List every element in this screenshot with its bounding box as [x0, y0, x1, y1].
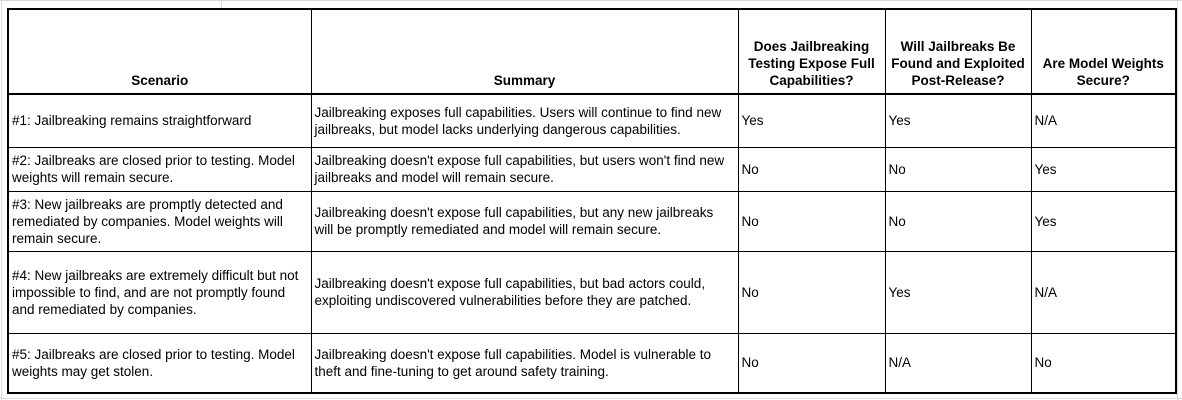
exploited-post-release-cell: Yes [884, 250, 1032, 334]
gridline-bottom [0, 398, 1182, 399]
weights-secure-cell: N/A [1030, 250, 1177, 334]
scenario-cell: #3: New jailbreaks are promptly detected… [7, 190, 312, 252]
summary-cell: Jailbreaking exposes full capabilities. … [310, 93, 739, 148]
scenario-cell: #1: Jailbreaking remains straightforward [7, 93, 312, 148]
column-header-exploited-post-release: Will Jailbreaks Be Found and Exploited P… [884, 8, 1032, 95]
gridline-column-tick [221, 0, 222, 8]
table-row: #5: Jailbreaks are closed prior to testi… [7, 332, 1177, 394]
weights-secure-cell: Yes [1030, 146, 1177, 192]
gridline-top [0, 0, 1182, 1]
scenario-cell: #4: New jailbreaks are extremely difficu… [7, 250, 312, 334]
table-row: #4: New jailbreaks are extremely difficu… [7, 250, 1177, 334]
column-header-expose-capabilities: Does Jailbreaking Testing Expose Full Ca… [737, 8, 886, 95]
column-header-summary: Summary [310, 8, 739, 95]
expose-capabilities-cell: Yes [737, 93, 886, 148]
weights-secure-cell: Yes [1030, 190, 1177, 252]
jailbreak-scenarios-table: Scenario Summary Does Jailbreaking Testi… [7, 8, 1177, 394]
exploited-post-release-cell: N/A [884, 332, 1032, 394]
gridline-left [1, 0, 2, 400]
column-header-scenario: Scenario [7, 8, 312, 95]
summary-cell: Jailbreaking doesn't expose full capabil… [310, 190, 739, 252]
scenario-cell: #2: Jailbreaks are closed prior to testi… [7, 146, 312, 192]
expose-capabilities-cell: No [737, 190, 886, 252]
weights-secure-cell: N/A [1030, 93, 1177, 148]
header-row: Scenario Summary Does Jailbreaking Testi… [7, 8, 1177, 95]
weights-secure-cell: No [1030, 332, 1177, 394]
table-row: #2: Jailbreaks are closed prior to testi… [7, 146, 1177, 192]
expose-capabilities-cell: No [737, 332, 886, 394]
column-header-weights-secure: Are Model Weights Secure? [1030, 8, 1177, 95]
exploited-post-release-cell: No [884, 146, 1032, 192]
summary-cell: Jailbreaking doesn't expose full capabil… [310, 250, 739, 334]
exploited-post-release-cell: Yes [884, 93, 1032, 148]
exploited-post-release-cell: No [884, 190, 1032, 252]
expose-capabilities-cell: No [737, 250, 886, 334]
summary-cell: Jailbreaking doesn't expose full capabil… [310, 146, 739, 192]
expose-capabilities-cell: No [737, 146, 886, 192]
scenario-cell: #5: Jailbreaks are closed prior to testi… [7, 332, 312, 394]
summary-cell: Jailbreaking doesn't expose full capabil… [310, 332, 739, 394]
table-row: #3: New jailbreaks are promptly detected… [7, 190, 1177, 252]
table-row: #1: Jailbreaking remains straightforward… [7, 93, 1177, 148]
gridline-right [1177, 0, 1178, 400]
